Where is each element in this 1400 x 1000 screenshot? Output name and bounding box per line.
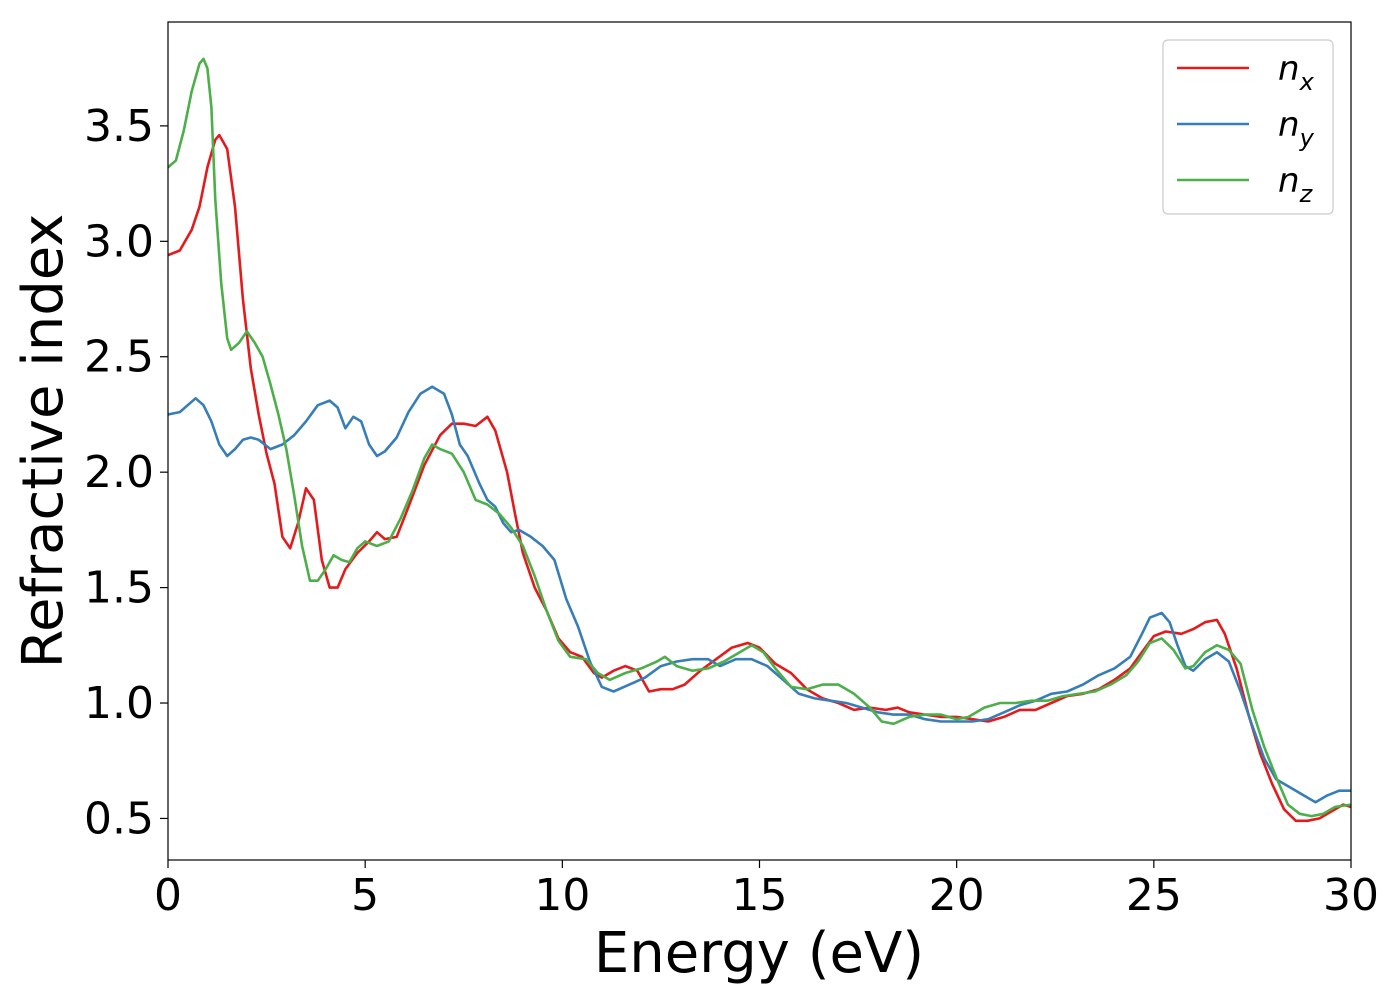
y-tick-label: 2.0 (84, 447, 154, 498)
legend-label-n-z: nz (1278, 161, 1314, 208)
x-tick-label: 25 (1126, 870, 1182, 921)
legend-label-n-y: ny (1278, 105, 1315, 152)
y-tick-label: 1.0 (84, 678, 154, 729)
legend-label-subscript: y (1299, 124, 1315, 152)
legend-label-main: n (1278, 49, 1300, 89)
series-line-n-z (168, 57, 1351, 818)
x-tick-label: 0 (154, 870, 182, 921)
legend-label-main: n (1278, 105, 1300, 145)
legend-frame (1162, 39, 1334, 215)
legend-label-main: n (1278, 161, 1300, 201)
legend-label-subscript: z (1299, 180, 1314, 208)
y-tick-label: 2.5 (84, 332, 154, 383)
y-tick-label: 3.0 (84, 216, 154, 267)
series-line-n-y (168, 385, 1351, 804)
series-line-n-x (168, 133, 1351, 823)
legend-label-n-x: nx (1278, 49, 1315, 96)
y-axis: 0.5 1.0 1.5 2.0 2.5 3.0 3.5 (84, 101, 168, 844)
y-tick-label: 0.5 (84, 793, 154, 844)
x-tick-label: 10 (534, 870, 590, 921)
y-tick-label: 3.5 (84, 101, 154, 152)
y-tick-label: 1.5 (84, 563, 154, 614)
x-axis-label: Energy (eV) (594, 921, 924, 986)
x-tick-label: 15 (732, 870, 788, 921)
series-layer (168, 57, 1351, 823)
x-tick-label: 5 (351, 870, 379, 921)
x-axis: 0 5 10 15 20 25 30 (154, 860, 1379, 921)
legend-label-subscript: x (1299, 68, 1315, 96)
y-axis-label: Refractive index (11, 214, 76, 669)
x-tick-label: 30 (1323, 870, 1379, 921)
x-tick-label: 20 (929, 870, 985, 921)
